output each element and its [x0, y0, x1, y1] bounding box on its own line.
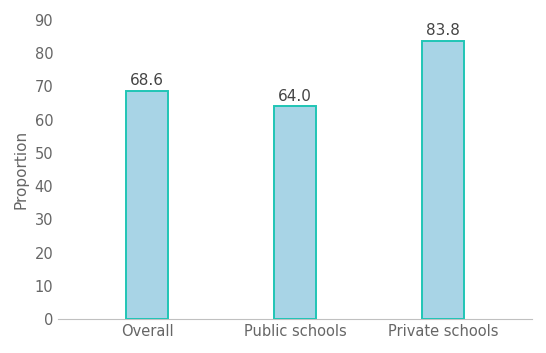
Bar — [126, 91, 168, 319]
Y-axis label: Proportion: Proportion — [14, 130, 29, 209]
Text: 68.6: 68.6 — [130, 73, 164, 88]
Bar — [423, 41, 464, 319]
Bar — [274, 106, 316, 319]
Text: 64.0: 64.0 — [278, 89, 312, 104]
Text: 83.8: 83.8 — [426, 23, 460, 38]
